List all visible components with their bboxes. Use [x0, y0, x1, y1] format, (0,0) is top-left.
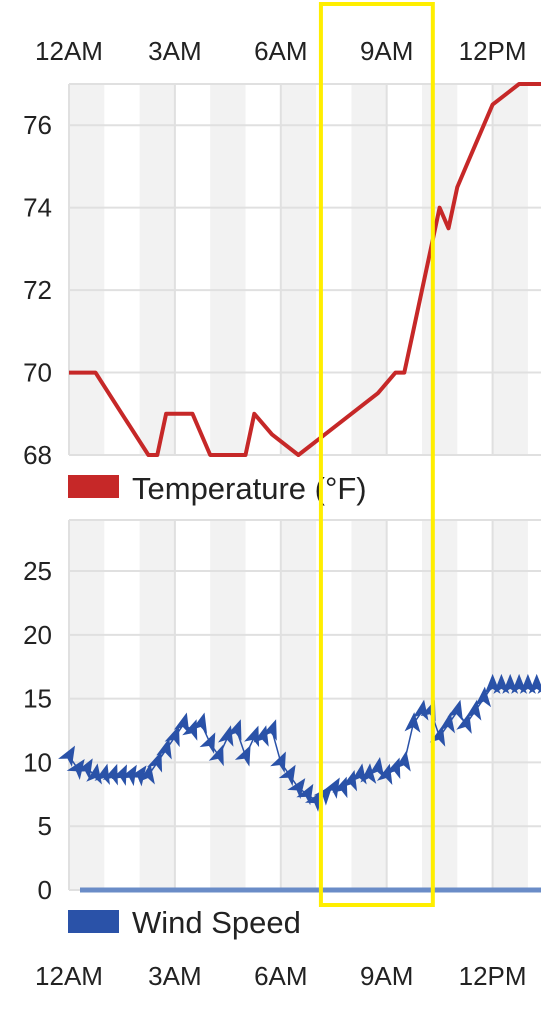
- wind-direction-arrow: [111, 764, 127, 786]
- wind-direction-arrow: [278, 764, 296, 787]
- bottom-x-axis-ticks: 12AM 3AM 6AM 9AM 12PM: [35, 961, 527, 991]
- wind-direction-arrow: [156, 738, 172, 760]
- wind-direction-arrow: [475, 686, 492, 708]
- x-tick-label: 6AM: [254, 36, 307, 66]
- wind-direction-arrow: [139, 763, 155, 785]
- wind-direction-arrow: [253, 725, 269, 747]
- hour-band: [492, 520, 528, 890]
- x-tick-label: 12PM: [459, 961, 527, 991]
- wind-speed-y-tick-label: 10: [23, 747, 52, 777]
- wind-direction-arrow: [58, 745, 75, 767]
- wind-direction-arrow: [94, 763, 110, 785]
- wind-speed-legend-label: Wind Speed: [132, 905, 301, 940]
- hour-band: [69, 520, 105, 890]
- wind-direction-arrow: [322, 777, 340, 799]
- temperature-y-tick-label: 70: [23, 358, 52, 388]
- wind-direction-arrow: [75, 758, 93, 780]
- x-tick-label: 3AM: [148, 961, 201, 991]
- wind-direction-arrow: [66, 758, 85, 780]
- wind-speed-legend-swatch: [68, 910, 119, 933]
- wind-direction-arrow: [360, 763, 377, 784]
- wind-direction-arrow: [164, 725, 180, 748]
- wind-direction-arrow: [218, 725, 234, 747]
- wind-direction-arrow: [332, 776, 348, 799]
- x-tick-label: 9AM: [360, 961, 413, 991]
- wind-speed-y-tick-label: 15: [23, 684, 52, 714]
- x-tick-label: 12AM: [35, 961, 103, 991]
- wind-speed-legend: Wind Speed: [68, 905, 301, 940]
- wind-direction-arrow: [191, 712, 208, 734]
- wind-direction-arrow: [119, 764, 137, 787]
- wind-speed-y-tick-label: 25: [23, 556, 52, 586]
- temperature-y-tick-label: 72: [23, 275, 52, 305]
- wind-direction-arrow: [456, 712, 472, 734]
- wind-direction-arrow: [182, 719, 198, 741]
- wind-direction-arrow: [208, 744, 224, 767]
- grid-lines: [68, 83, 541, 893]
- wind-direction-arrow: [226, 719, 242, 741]
- hour-band: [139, 84, 175, 455]
- wind-direction-arrow: [234, 745, 251, 767]
- top-x-axis-ticks: 12AM 3AM 6AM 9AM 12PM: [35, 36, 527, 66]
- temperature-line: [69, 82, 541, 457]
- wind-direction-arrow: [439, 712, 455, 734]
- wind-direction-arrow: [270, 751, 286, 774]
- wind-speed-plot: [58, 673, 541, 812]
- wind-direction-arrow: [173, 712, 190, 734]
- temperature-legend-label: Temperature (°F): [132, 471, 367, 506]
- temperature-y-axis-ticks: 68 70 72 74 76: [23, 110, 52, 470]
- wind-direction-arrow: [528, 673, 541, 694]
- x-tick-label: 6AM: [254, 961, 307, 991]
- x-tick-label: 12AM: [35, 36, 103, 66]
- wind-direction-arrow: [199, 732, 216, 754]
- hour-band: [139, 520, 175, 890]
- wind-speed-y-tick-label: 0: [38, 875, 52, 905]
- wind-direction-arrow: [395, 750, 411, 772]
- wind-direction-arrow: [376, 763, 393, 785]
- temperature-y-tick-label: 68: [23, 440, 52, 470]
- wind-direction-arrow: [261, 719, 277, 741]
- temperature-y-tick-label: 74: [23, 193, 52, 223]
- time-range-highlight: [318, 2, 435, 907]
- temperature-plot: [69, 82, 541, 457]
- wind-speed-y-axis-ticks: 0 5 10 15 20 25: [23, 556, 52, 905]
- wind-direction-arrow: [102, 763, 118, 786]
- hour-band: [210, 520, 246, 890]
- alternating-hour-bands: [69, 84, 528, 890]
- hour-band: [280, 520, 317, 890]
- hour-band: [69, 84, 105, 455]
- hour-band: [351, 84, 387, 455]
- wind-direction-arrow: [368, 756, 385, 779]
- wind-direction-arrow: [128, 765, 147, 787]
- temperature-y-tick-label: 76: [23, 110, 52, 140]
- wind-speed-y-tick-label: 20: [23, 620, 52, 650]
- wind-direction-arrow: [465, 699, 482, 721]
- wind-direction-arrow: [385, 757, 401, 780]
- wind-direction-arrow: [296, 783, 314, 806]
- hour-band: [351, 520, 387, 890]
- temperature-legend-swatch: [68, 475, 119, 498]
- hour-band: [210, 84, 246, 455]
- wind-direction-arrow: [447, 699, 463, 722]
- wind-direction-arrow: [147, 751, 163, 773]
- hour-band: [492, 84, 528, 455]
- wind-speed-y-tick-label: 5: [38, 811, 52, 841]
- x-tick-label: 9AM: [360, 36, 413, 66]
- wind-direction-arrow: [341, 770, 358, 792]
- wind-direction-arrow: [304, 790, 323, 812]
- wind-direction-arrow: [537, 685, 541, 694]
- hour-band: [422, 520, 458, 890]
- wind-direction-arrow: [404, 712, 421, 733]
- x-tick-label: 3AM: [148, 36, 201, 66]
- temperature-legend: Temperature (°F): [68, 471, 367, 506]
- x-tick-label: 12PM: [459, 36, 527, 66]
- wind-direction-arrow: [412, 699, 429, 721]
- hour-band: [280, 84, 317, 455]
